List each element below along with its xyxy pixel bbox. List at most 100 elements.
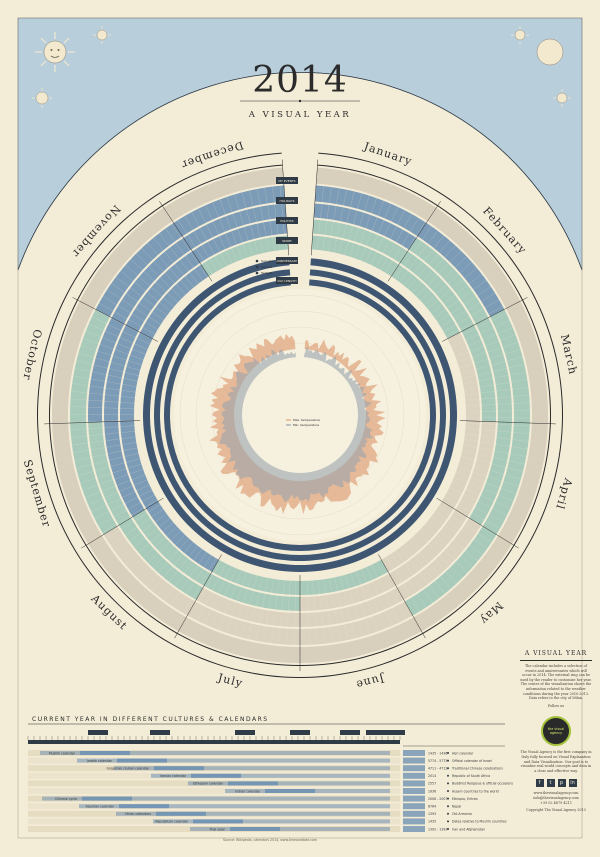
day-tick	[70, 419, 135, 423]
ring-segment	[475, 317, 512, 423]
day-tick	[240, 575, 258, 638]
ring-segment	[490, 309, 530, 424]
source-note: Source: Wikipedia, calendars 2014, www.t…	[222, 838, 318, 842]
agency-phone: +39 02 4679 4211	[540, 800, 572, 805]
culture-row-bar	[114, 766, 390, 771]
day-tick	[428, 520, 478, 561]
day-tick	[334, 577, 349, 640]
agency-website[interactable]: www.thevisualagency.com	[533, 791, 579, 796]
side-panel-description: The calendar includes a selection of eve…	[520, 664, 592, 701]
social-links: f t p in	[520, 779, 592, 788]
era-tag	[290, 730, 310, 735]
calendar-rings	[36, 152, 563, 679]
day-tick	[73, 375, 137, 387]
day-tick	[339, 576, 356, 639]
ring-segment	[140, 264, 209, 339]
day-tick	[460, 455, 523, 472]
day-tick	[400, 547, 439, 599]
day-tick	[146, 538, 190, 587]
month-separator	[387, 200, 441, 282]
day-tick	[323, 579, 333, 643]
culture-description: Republic of South Africa	[452, 774, 490, 778]
day-tick	[76, 360, 139, 376]
day-tick	[375, 210, 406, 268]
day-tick	[443, 299, 500, 332]
day-tick	[70, 406, 135, 410]
culture-row-label: Iranian calendar	[160, 774, 187, 778]
ring-segment	[441, 420, 480, 509]
legend-tag	[276, 217, 298, 224]
day-tick	[151, 542, 194, 592]
legend-label: MY EVENTS	[278, 179, 295, 183]
agency-logo[interactable]: the visual agency	[541, 716, 571, 747]
culture-row-label: Indian calendar	[235, 789, 260, 793]
culture-row-label: Republican calendar	[156, 820, 189, 824]
ring-segment	[132, 509, 211, 586]
day-tick	[412, 245, 456, 293]
day-tick	[135, 253, 182, 299]
day-tick	[70, 398, 135, 404]
copyright: Copyright The Visual Agency 2013	[526, 808, 586, 813]
day-tick	[366, 567, 393, 626]
era-tag	[235, 730, 255, 735]
day-tick	[465, 410, 530, 412]
facebook-icon[interactable]: f	[535, 779, 544, 788]
day-tick	[111, 283, 164, 321]
day-tick	[256, 189, 270, 252]
month-label: January	[361, 139, 414, 168]
culture-year: 2006 - 2007	[428, 797, 447, 801]
day-tick	[365, 203, 392, 263]
legend-tag	[276, 257, 298, 264]
culture-year: 1392 - 1393	[428, 827, 447, 831]
side-panel-title: A VISUAL YEAR	[520, 650, 592, 661]
day-tick	[431, 515, 483, 555]
ring-segment	[103, 526, 196, 616]
culture-row-bg	[28, 788, 400, 794]
culture-year-cell	[403, 780, 425, 787]
day-tick	[78, 353, 141, 371]
day-tick	[218, 570, 242, 631]
legend-label: HOLIDAYS	[280, 199, 295, 203]
day-tick	[106, 504, 161, 540]
ring-segment	[88, 421, 131, 526]
culture-year-cell	[403, 826, 425, 832]
day-tick	[457, 341, 519, 363]
day-tick	[158, 545, 198, 597]
day-tick	[333, 189, 347, 253]
agency-email[interactable]: info@thevisualagency.com	[533, 795, 579, 800]
day-tick	[371, 564, 400, 623]
day-tick	[306, 580, 310, 645]
month-separator	[436, 497, 519, 549]
sun-small-icon	[93, 26, 111, 44]
day-tick	[317, 186, 324, 250]
ring-segment	[203, 573, 300, 611]
day-tick	[345, 574, 364, 637]
culture-bullet	[447, 782, 449, 785]
day-tick	[78, 458, 140, 476]
day-tick	[438, 506, 492, 543]
ring-segment	[391, 264, 460, 339]
twitter-icon[interactable]: t	[546, 779, 555, 788]
day-tick	[301, 580, 303, 645]
day-tick	[165, 228, 203, 281]
follow-label: Follow us	[547, 703, 565, 708]
month-label: July	[216, 671, 245, 690]
culture-row-bar	[117, 758, 167, 763]
culture-description: Iran and Afghanistan	[452, 827, 485, 831]
day-tick	[211, 568, 237, 628]
pinterest-icon[interactable]: p	[557, 779, 566, 788]
culture-bullet	[447, 797, 449, 800]
culture-bullet	[447, 774, 449, 777]
ring-segment	[312, 219, 408, 263]
culture-bullet	[447, 767, 449, 770]
day-tick	[191, 212, 222, 269]
linkedin-icon[interactable]: in	[568, 779, 577, 788]
inner-gridline	[195, 310, 405, 520]
day-tick	[444, 497, 500, 530]
culture-bullet	[447, 828, 449, 830]
day-tick	[176, 555, 212, 610]
culture-description: Official calendar of Israel	[452, 759, 492, 763]
ring-segment	[300, 601, 413, 645]
sun-large-icon	[35, 32, 75, 72]
day-tick	[448, 313, 507, 342]
